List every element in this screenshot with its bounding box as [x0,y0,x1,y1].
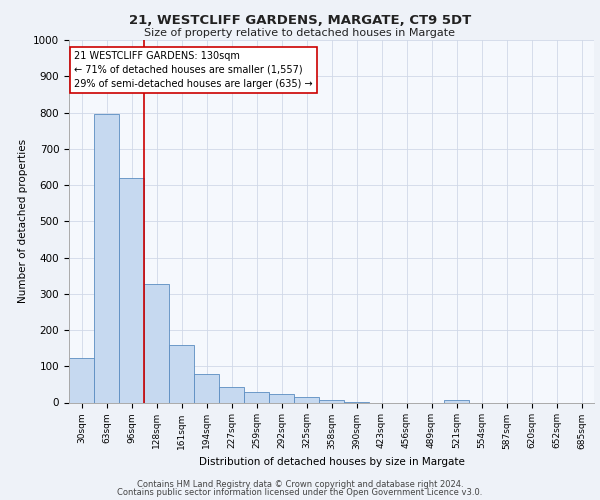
Text: Contains public sector information licensed under the Open Government Licence v3: Contains public sector information licen… [118,488,482,497]
Text: 21, WESTCLIFF GARDENS, MARGATE, CT9 5DT: 21, WESTCLIFF GARDENS, MARGATE, CT9 5DT [129,14,471,27]
Bar [294,397,319,402]
Text: 21 WESTCLIFF GARDENS: 130sqm
← 71% of detached houses are smaller (1,557)
29% of: 21 WESTCLIFF GARDENS: 130sqm ← 71% of de… [74,51,313,89]
Bar [119,178,144,402]
Bar [94,114,119,403]
Text: Size of property relative to detached houses in Margate: Size of property relative to detached ho… [145,28,455,38]
X-axis label: Distribution of detached houses by size in Margate: Distribution of detached houses by size … [199,457,464,467]
Bar [269,394,294,402]
Y-axis label: Number of detached properties: Number of detached properties [17,139,28,304]
Bar [144,284,169,403]
Bar [169,345,194,403]
Text: Contains HM Land Registry data © Crown copyright and database right 2024.: Contains HM Land Registry data © Crown c… [137,480,463,489]
Bar [319,400,344,402]
Bar [444,400,469,402]
Bar [69,358,94,403]
Bar [219,388,244,402]
Bar [194,374,219,402]
Bar [244,392,269,402]
